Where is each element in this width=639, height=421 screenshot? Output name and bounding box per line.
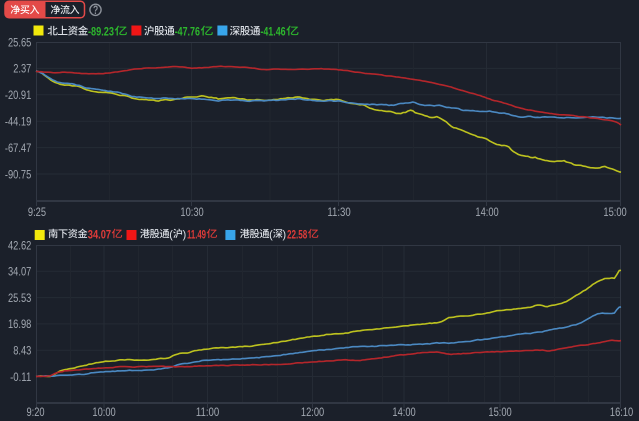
svg-text:42.62: 42.62	[8, 238, 32, 252]
svg-text:-90.75: -90.75	[5, 167, 32, 181]
svg-text:(: (	[169, 229, 173, 241]
svg-text:-47.76: -47.76	[175, 24, 200, 38]
svg-text:9:20: 9:20	[27, 405, 45, 419]
svg-text:11.49: 11.49	[187, 227, 206, 241]
svg-text:34.07: 34.07	[88, 227, 112, 241]
svg-text:14:00: 14:00	[475, 205, 499, 219]
svg-text:8.43: 8.43	[13, 344, 31, 358]
svg-text:16.98: 16.98	[8, 317, 32, 331]
svg-text:15:00: 15:00	[603, 205, 627, 219]
svg-text:14:00: 14:00	[392, 405, 416, 419]
svg-text:-0.11: -0.11	[10, 370, 31, 384]
svg-text:9:25: 9:25	[28, 205, 46, 219]
svg-text:2.37: 2.37	[13, 62, 31, 76]
svg-text:11:30: 11:30	[327, 205, 351, 219]
svg-text:): )	[183, 229, 187, 241]
svg-text:): )	[283, 229, 287, 241]
svg-text:-20.91: -20.91	[5, 88, 32, 102]
svg-text:16:10: 16:10	[610, 405, 634, 419]
svg-text:34.07: 34.07	[8, 265, 32, 279]
svg-text:10:30: 10:30	[180, 205, 204, 219]
svg-text:-41.46: -41.46	[260, 24, 285, 38]
svg-text:11:00: 11:00	[196, 405, 220, 419]
svg-text:-67.47: -67.47	[5, 141, 32, 155]
svg-text:15:00: 15:00	[488, 405, 512, 419]
svg-text:10:00: 10:00	[92, 405, 116, 419]
svg-text:?: ?	[93, 5, 98, 17]
svg-text:(: (	[269, 229, 273, 241]
svg-text:25.53: 25.53	[8, 291, 32, 305]
svg-text:25.65: 25.65	[8, 35, 32, 49]
svg-text:-89.23: -89.23	[88, 24, 114, 38]
svg-text:-44.19: -44.19	[5, 115, 32, 129]
svg-text:12:00: 12:00	[301, 405, 325, 419]
svg-text:22.58: 22.58	[287, 227, 308, 241]
